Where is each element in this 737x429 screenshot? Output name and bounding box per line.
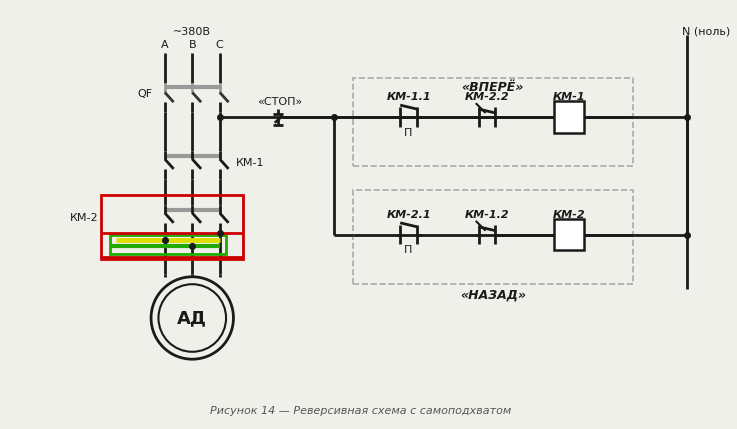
Text: A: A: [161, 40, 169, 50]
Text: N (ноль): N (ноль): [682, 27, 730, 36]
Bar: [554, 219, 584, 250]
Text: Рисунок 14 — Реверсивная схема с самоподхватом: Рисунок 14 — Реверсивная схема с самопод…: [210, 406, 511, 416]
Text: Π: Π: [404, 127, 412, 138]
Text: «НАЗАД»: «НАЗАД»: [460, 289, 526, 302]
Bar: [110, 235, 226, 254]
Text: C: C: [216, 40, 223, 50]
Text: КМ-1.2: КМ-1.2: [465, 210, 510, 220]
Text: Π: Π: [404, 245, 412, 255]
Text: КМ-1.1: КМ-1.1: [387, 92, 431, 102]
Bar: [353, 190, 632, 284]
Text: «СТОП»: «СТОП»: [257, 97, 302, 107]
Text: АД: АД: [178, 309, 207, 327]
Text: КМ-2.2: КМ-2.2: [465, 92, 510, 102]
Bar: [101, 195, 243, 259]
Text: КМ-1: КМ-1: [235, 158, 264, 168]
Text: B: B: [189, 40, 196, 50]
Bar: [554, 101, 584, 133]
Text: КМ-2.1: КМ-2.1: [387, 210, 431, 220]
Text: ~380В: ~380В: [173, 27, 212, 36]
Text: КМ-2: КМ-2: [553, 210, 585, 220]
Text: КМ-1: КМ-1: [553, 92, 585, 102]
Text: «ВПЕРЁ»: «ВПЕРЁ»: [461, 81, 524, 94]
Text: QF: QF: [137, 89, 152, 100]
Circle shape: [151, 277, 234, 359]
Bar: [353, 78, 632, 166]
Text: КМ-2: КМ-2: [69, 213, 98, 223]
